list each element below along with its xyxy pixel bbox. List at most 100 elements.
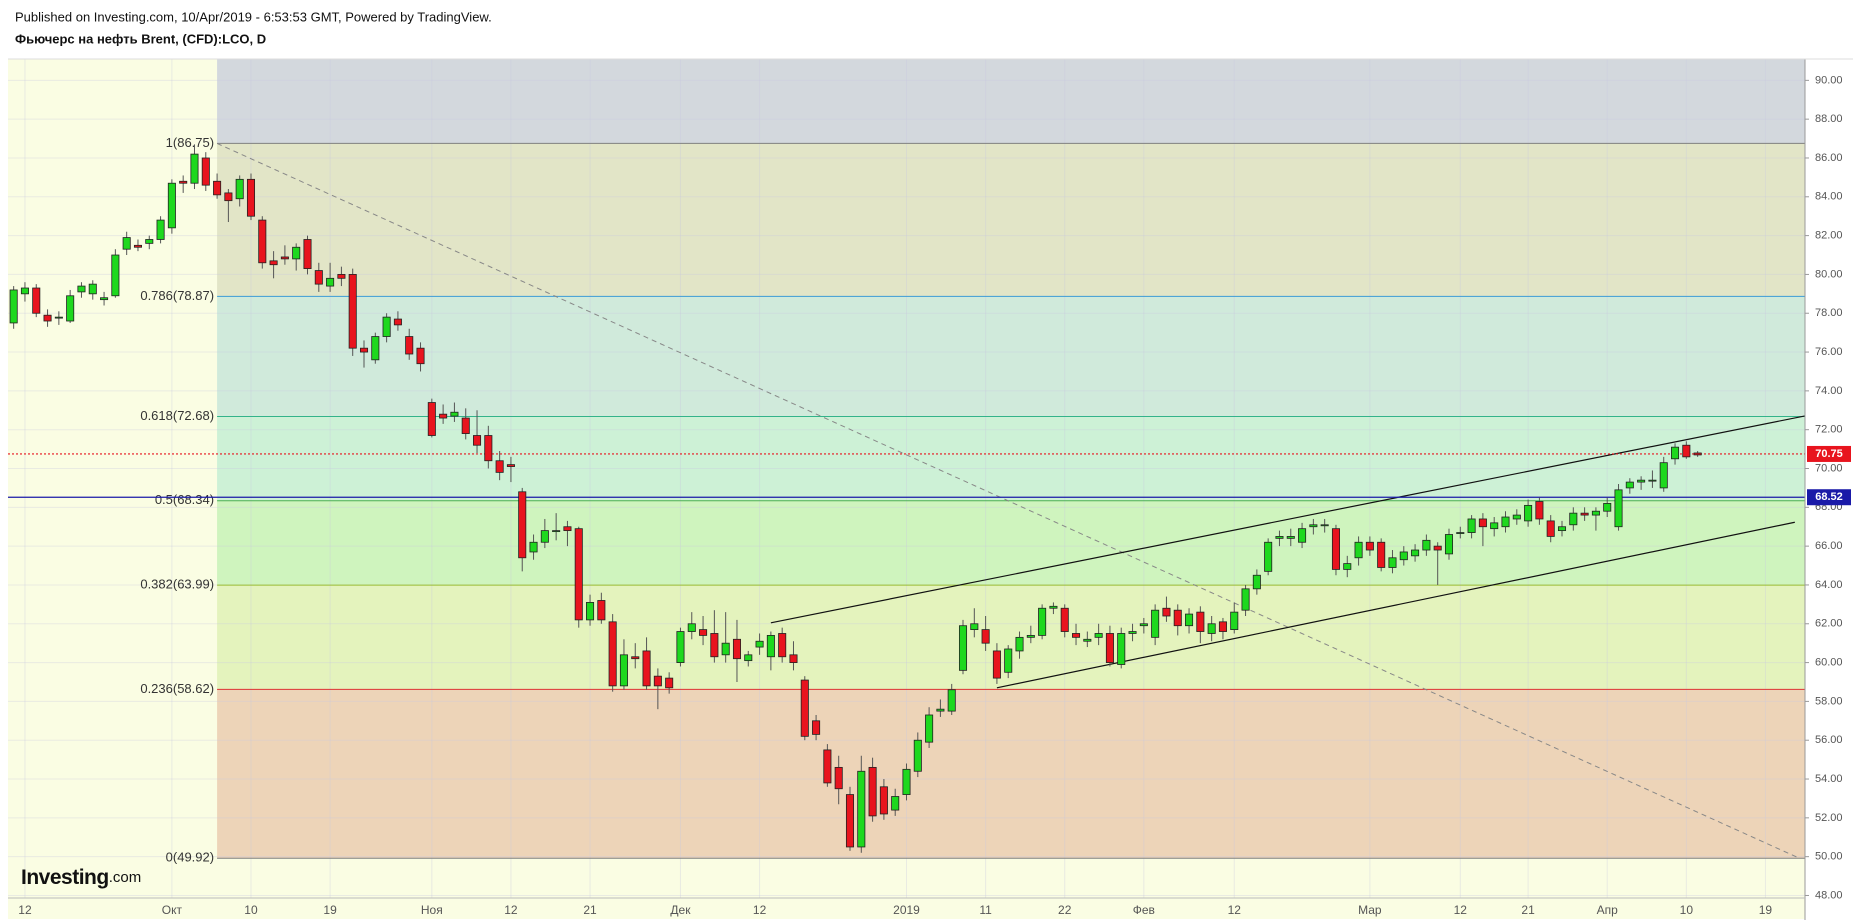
trend-line bbox=[770, 415, 1806, 624]
x-tick-label: Дек bbox=[670, 903, 691, 917]
candle-body bbox=[314, 270, 323, 285]
candle-body bbox=[167, 182, 176, 229]
candle-body bbox=[1139, 623, 1148, 627]
fib-zone bbox=[217, 689, 1805, 859]
logo-name: Investing bbox=[21, 866, 109, 889]
candle-body bbox=[337, 274, 346, 279]
candle-body bbox=[857, 770, 866, 848]
candle-body bbox=[292, 246, 301, 260]
x-tick-label: 11 bbox=[979, 903, 992, 917]
price-tag bbox=[1807, 489, 1851, 506]
candle-body bbox=[1671, 446, 1680, 460]
candle-body bbox=[1038, 607, 1047, 636]
candle-body bbox=[1614, 489, 1623, 528]
candle-body bbox=[608, 621, 617, 687]
candle-body bbox=[676, 631, 685, 663]
candle-body bbox=[958, 625, 968, 671]
candle-body bbox=[1218, 621, 1227, 632]
candle-body bbox=[619, 654, 628, 687]
candle-body bbox=[1196, 611, 1205, 632]
candle-body bbox=[1399, 551, 1408, 561]
candle-body bbox=[32, 287, 41, 314]
candle-body bbox=[1478, 518, 1487, 528]
y-tick-label: 50.00 bbox=[1815, 851, 1843, 863]
candle-body bbox=[631, 656, 640, 660]
y-tick-label: 58.00 bbox=[1815, 695, 1843, 707]
candle-body bbox=[269, 260, 278, 266]
candle-body bbox=[879, 786, 888, 815]
candle-body bbox=[913, 739, 922, 772]
published-note: Published on Investing.com, 10/Apr/2019 … bbox=[15, 9, 492, 24]
candle-body bbox=[439, 413, 448, 419]
candle-body bbox=[800, 679, 809, 737]
x-tick-label: 12 bbox=[18, 903, 32, 917]
candle-body bbox=[1230, 611, 1239, 630]
candle-body bbox=[201, 157, 210, 186]
candle-body bbox=[868, 766, 877, 817]
y-tick-label: 60.00 bbox=[1815, 656, 1843, 668]
fib-zone bbox=[217, 416, 1805, 501]
candle-body bbox=[1320, 524, 1329, 527]
candle-body bbox=[1557, 526, 1567, 532]
candle-body bbox=[133, 244, 142, 248]
candle-body bbox=[156, 219, 165, 240]
x-tick-label: 19 bbox=[1759, 903, 1773, 917]
x-tick-label: 12 bbox=[753, 903, 767, 917]
price-tag-label: 70.75 bbox=[1815, 448, 1843, 460]
candle-body bbox=[812, 720, 821, 735]
candle-body bbox=[179, 180, 188, 184]
candle-body bbox=[382, 316, 391, 337]
candle-body bbox=[359, 347, 369, 353]
candle-body bbox=[981, 629, 990, 644]
candle-body bbox=[1682, 444, 1691, 458]
x-tick-label: 22 bbox=[1058, 903, 1072, 917]
candle-body bbox=[9, 289, 18, 324]
grid bbox=[8, 59, 1805, 898]
candle-body bbox=[1309, 524, 1318, 528]
candle-body bbox=[766, 635, 775, 658]
candle-body bbox=[1625, 481, 1634, 489]
candle-body bbox=[1252, 574, 1261, 590]
candle-body bbox=[789, 654, 798, 663]
y-tick-label: 52.00 bbox=[1815, 812, 1843, 824]
candle-body bbox=[1128, 631, 1137, 634]
y-tick-label: 70.00 bbox=[1815, 462, 1843, 474]
candle-body bbox=[1659, 462, 1668, 489]
candle-body bbox=[461, 417, 470, 434]
candle-body bbox=[518, 491, 527, 559]
candle-body bbox=[1433, 545, 1442, 551]
fib-level-label: 1(86.75) bbox=[166, 135, 214, 150]
x-tick-label: 12 bbox=[1454, 903, 1468, 917]
fib-levels: 1(86.75) 0.786(78.87) 0.618(72.68) 0.5(68.3… bbox=[140, 135, 1805, 865]
candle-body bbox=[574, 528, 583, 621]
candle-body bbox=[405, 336, 414, 355]
candle-body bbox=[563, 526, 572, 532]
candle-body bbox=[371, 336, 380, 361]
price-tag bbox=[1807, 445, 1851, 462]
candle-body bbox=[213, 180, 222, 196]
candle-body bbox=[111, 254, 120, 297]
candle-body bbox=[1275, 536, 1284, 539]
candle-body bbox=[936, 708, 945, 712]
candle-body bbox=[450, 411, 459, 417]
candle-body bbox=[224, 192, 233, 202]
price-tag-label: 68.52 bbox=[1815, 491, 1843, 503]
y-tick-label: 78.00 bbox=[1815, 307, 1843, 319]
chart-title: Фьючерс на нефть Brent, (CFD):LCO, D bbox=[15, 31, 266, 46]
y-tick-label: 62.00 bbox=[1815, 618, 1843, 630]
trend-line bbox=[996, 521, 1795, 689]
candle-body bbox=[484, 435, 493, 462]
drawings bbox=[8, 142, 1806, 859]
y-tick-label: 86.00 bbox=[1815, 152, 1843, 164]
logo: Investing.com bbox=[21, 866, 141, 889]
candle-body bbox=[653, 675, 662, 687]
candle-body bbox=[902, 768, 911, 795]
candle-body bbox=[1162, 607, 1171, 617]
candle-body bbox=[1693, 452, 1702, 456]
fib-trend-line bbox=[216, 142, 1800, 859]
candle-body bbox=[1637, 479, 1646, 483]
candle-body bbox=[1117, 633, 1126, 665]
x-tick-label: 12 bbox=[504, 903, 518, 917]
candle-body bbox=[778, 633, 787, 658]
